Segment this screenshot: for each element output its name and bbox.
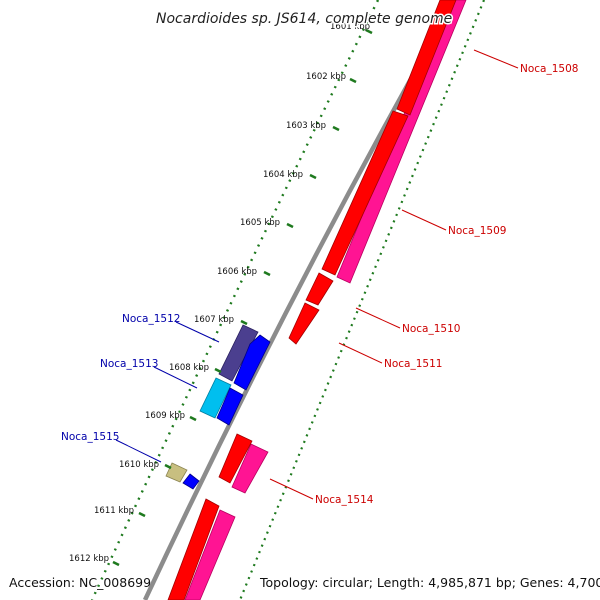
cds-feature [288, 302, 320, 345]
tick-label: 1609 kbp [145, 411, 185, 421]
gene-label-noca-1513: Noca_1513 [100, 358, 158, 370]
cds-feature [321, 110, 409, 276]
gene-label-noca-1511: Noca_1511 [384, 358, 442, 370]
kbp-labels: 1601 kbp 1602 kbp 1603 kbp 1604 kbp 1605… [69, 22, 370, 564]
gene-feature [218, 324, 259, 382]
gene-feature [165, 462, 188, 483]
forward-cds-track [167, 0, 457, 600]
reverse-cds-track [182, 334, 271, 490]
gene-label-noca-1515: Noca_1515 [61, 431, 119, 443]
gene-feature [199, 377, 232, 419]
tick-label: 1608 kbp [169, 363, 209, 373]
inner-tick-ring [90, 0, 380, 600]
cds-feature [182, 473, 200, 490]
accession-text: Accession: NC_008699 [9, 575, 151, 590]
gene-labels: Noca_1508 Noca_1509 Noca_1510 Noca_1511 … [61, 63, 578, 506]
gene-label-noca-1514: Noca_1514 [315, 494, 374, 506]
forward-gene-track [184, 0, 467, 600]
tick-label: 1605 kbp [240, 218, 280, 228]
cds-feature [216, 387, 244, 426]
cds-feature [305, 272, 334, 306]
tick-label: 1604 kbp [263, 170, 303, 180]
tick-label: 1610 kbp [119, 460, 159, 470]
tick-label: 1612 kbp [69, 554, 109, 564]
cds-feature [233, 334, 271, 391]
tick-label: 1611 kbp [94, 506, 134, 516]
reverse-gene-track [165, 324, 259, 483]
genome-summary-text: Topology: circular; Length: 4,985,871 bp… [259, 575, 600, 590]
cds-feature [218, 433, 253, 484]
gene-feature [184, 509, 236, 600]
tick-label: 1607 kbp [194, 315, 234, 325]
gene-label-noca-1508: Noca_1508 [520, 63, 578, 75]
tick-label: 1606 kbp [217, 267, 257, 277]
gene-label-noca-1510: Noca_1510 [402, 323, 460, 335]
kbp-tick-marks [112, 28, 373, 567]
tick-label: 1603 kbp [286, 121, 326, 131]
gene-feature [231, 443, 269, 494]
outer-tick-ring [238, 0, 486, 600]
gene-label-noca-1512: Noca_1512 [122, 313, 180, 325]
gene-feature [336, 0, 467, 284]
map-title: Nocardioides sp. JS614, complete genome [156, 11, 452, 27]
gene-label-noca-1509: Noca_1509 [448, 225, 506, 237]
cds-feature [396, 0, 457, 116]
tick-label: 1601 kbp [330, 22, 370, 32]
cds-feature [167, 498, 220, 600]
tick-label: 1602 kbp [306, 72, 346, 82]
label-connectors [115, 49, 519, 500]
